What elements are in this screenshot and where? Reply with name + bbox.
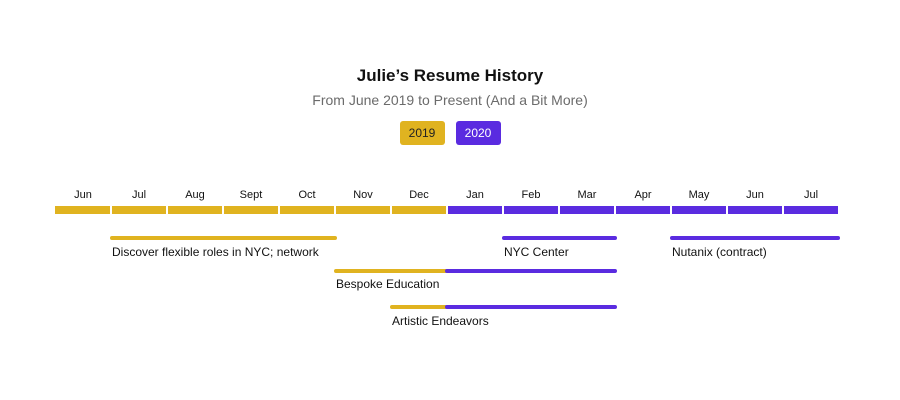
month-label: Apr	[634, 189, 651, 201]
chart-title: Julie’s Resume History	[356, 66, 544, 85]
month-segment	[112, 206, 166, 214]
month-segment	[728, 206, 782, 214]
month-label: Oct	[298, 189, 315, 201]
month-segment	[784, 206, 838, 214]
legend-2020: 2020	[455, 121, 501, 145]
month-label: Nov	[353, 189, 373, 201]
chart-subtitle: From June 2019 to Present (And a Bit Mor…	[312, 92, 588, 108]
month-label: May	[689, 189, 710, 201]
month-label: Sept	[240, 189, 263, 201]
month-segment	[616, 206, 670, 214]
month-label: Jan	[466, 189, 484, 201]
month-label: Jul	[132, 189, 146, 201]
legend: 2019 2020	[0, 121, 900, 145]
month-segment	[672, 206, 726, 214]
event-label: NYC Center	[504, 245, 569, 259]
month-segment	[224, 206, 278, 214]
event-label: Nutanix (contract)	[672, 245, 767, 259]
month-segment	[392, 206, 446, 214]
month-label: Jul	[804, 189, 818, 201]
event-label: Artistic Endeavors	[392, 314, 489, 328]
month-segment	[448, 206, 502, 214]
month-segment	[336, 206, 390, 214]
month-segment	[55, 206, 110, 214]
month-label: Aug	[185, 189, 205, 201]
axis-cap-left	[55, 206, 65, 214]
month-segment	[560, 206, 614, 214]
month-label: Dec	[409, 189, 429, 201]
event-label: Discover flexible roles in NYC; network	[112, 245, 320, 259]
month-segment	[280, 206, 334, 214]
month-segment	[504, 206, 558, 214]
month-label: Jun	[746, 189, 764, 201]
event-label: Bespoke Education	[336, 277, 439, 291]
month-label: Jun	[74, 189, 92, 201]
month-segment	[168, 206, 222, 214]
legend-2019: 2019	[399, 121, 445, 145]
month-label: Feb	[522, 189, 541, 201]
month-label: Mar	[578, 189, 597, 201]
axis-cap-right	[828, 206, 838, 214]
